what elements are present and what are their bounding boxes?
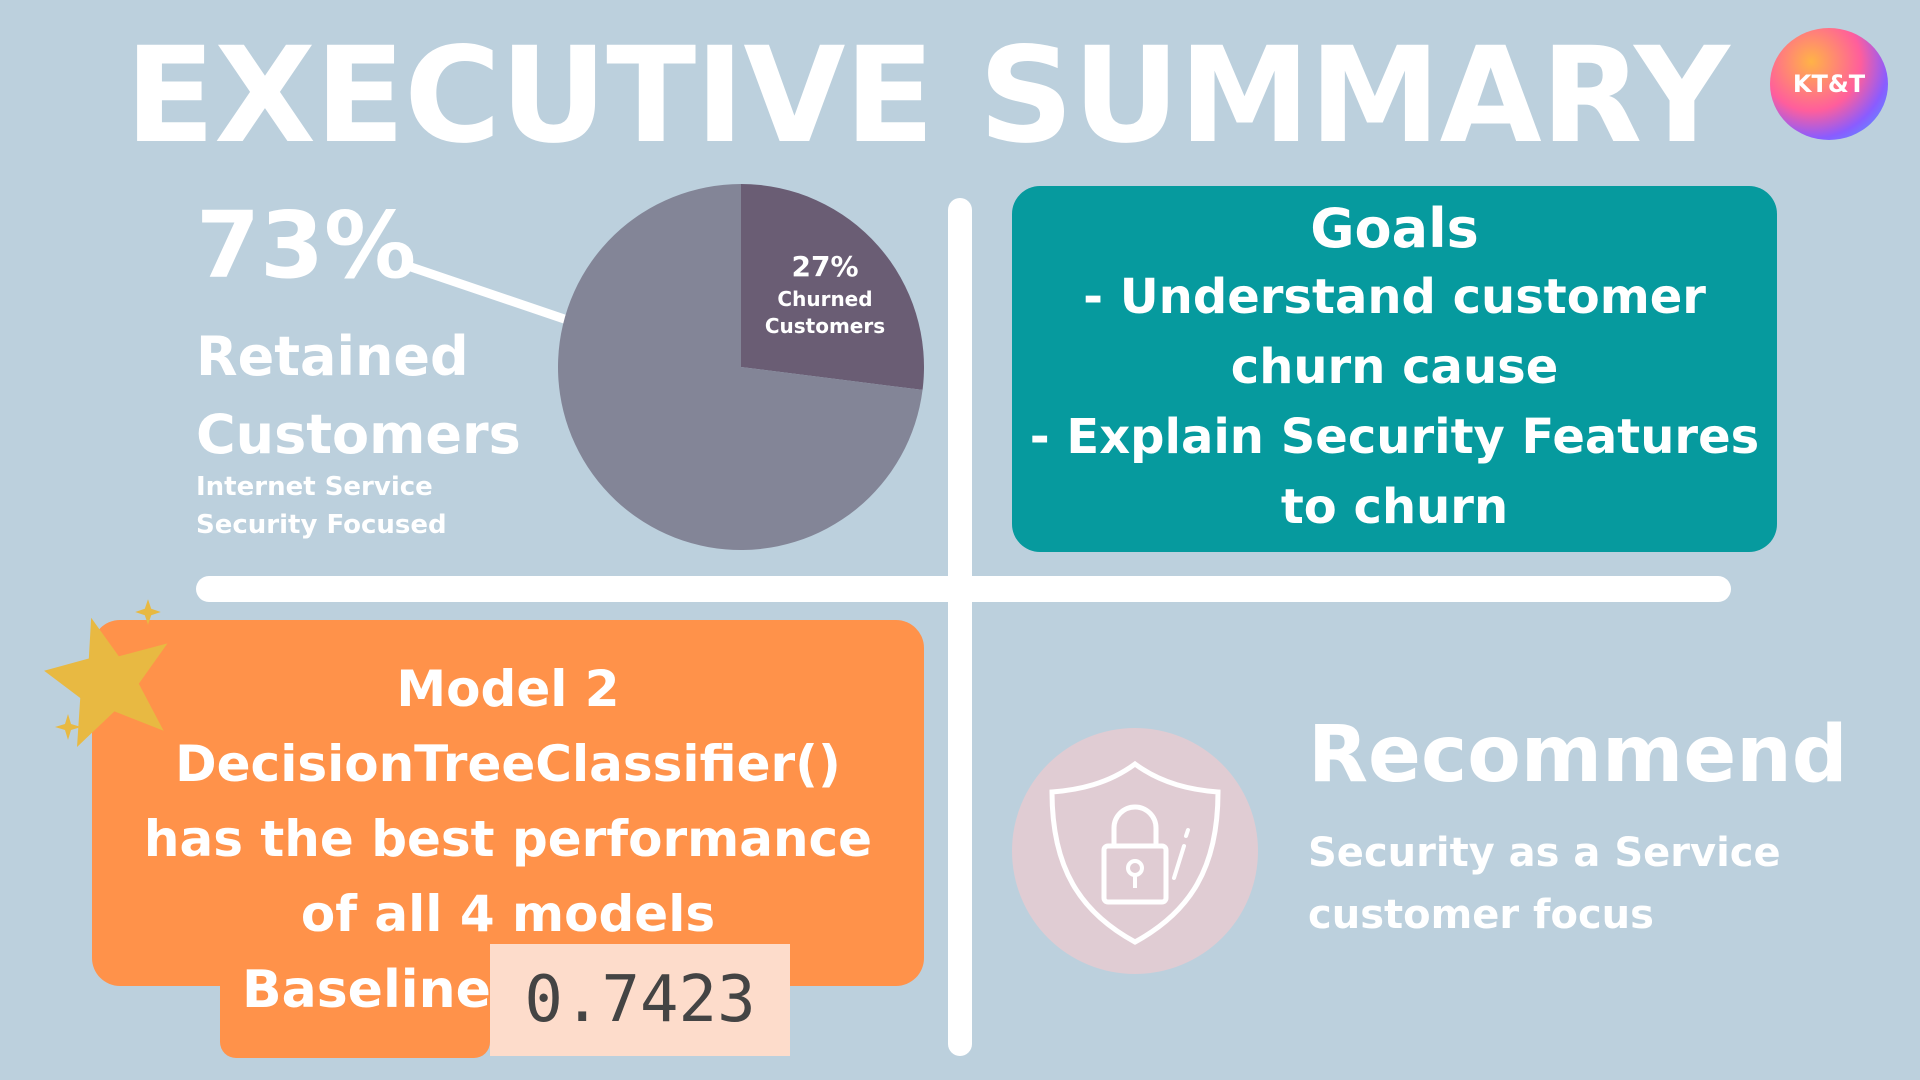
baseline-value-text: 0.7423 [524,963,756,1037]
recommend-heading: Recommend [1308,710,1848,800]
vertical-divider [948,198,972,1056]
brand-logo: KT&T [1770,28,1888,140]
subtitle-line-2: Security Focused [196,510,447,540]
retention-label: Retained Customers [196,325,521,466]
pie-chart [557,184,924,550]
recommend-line-2: customer focus [1308,892,1654,938]
model-box: Model 2 DecisionTreeClassifier() has the… [92,620,924,986]
goal-line-4: to churn [1280,479,1509,535]
retention-percent: 73% [196,192,417,299]
shield-lock-icon [1049,760,1221,945]
model-line-2: DecisionTreeClassifier() [175,735,841,793]
churn-percent-label: 27% [791,250,859,283]
page-title: EXECUTIVE SUMMARY [125,19,1730,173]
shield-circle [1012,728,1258,974]
subtitle-line-1: Internet Service [196,472,433,502]
model-line-4: of all 4 models [300,885,716,943]
pie-slice-churned-customers [741,184,924,390]
model-line-3: has the best performance [143,810,873,868]
churn-label-line-2: Customers [764,313,886,338]
baseline-label: Baseline [242,960,491,1020]
goal-line-1: - Understand customer [1083,269,1706,325]
recommend-line-1: Security as a Service [1308,830,1781,876]
baseline-value: 0.7423 [490,944,790,1056]
goal-line-2: churn cause [1230,339,1559,395]
baseline-tab [220,944,490,1058]
recommend-text: Security as a Service customer focus [1308,822,1828,946]
goals-heading: Goals [1310,197,1479,260]
churn-label-line-1: Churned [777,286,873,311]
retention-subtitle: Internet Service Security Focused [196,468,556,544]
horizontal-divider [196,576,1731,602]
goal-line-3: - Explain Security Features [1029,409,1760,465]
churn-slice-label: 27% Churned Customers [740,248,910,340]
star-icon [44,599,168,747]
model-line-1: Model 2 [396,660,620,718]
logo-text: KT&T [1792,70,1866,98]
goals-box: Goals - Understand customer churn cause … [1012,186,1777,552]
pie-slice-retained-customers [557,184,923,550]
